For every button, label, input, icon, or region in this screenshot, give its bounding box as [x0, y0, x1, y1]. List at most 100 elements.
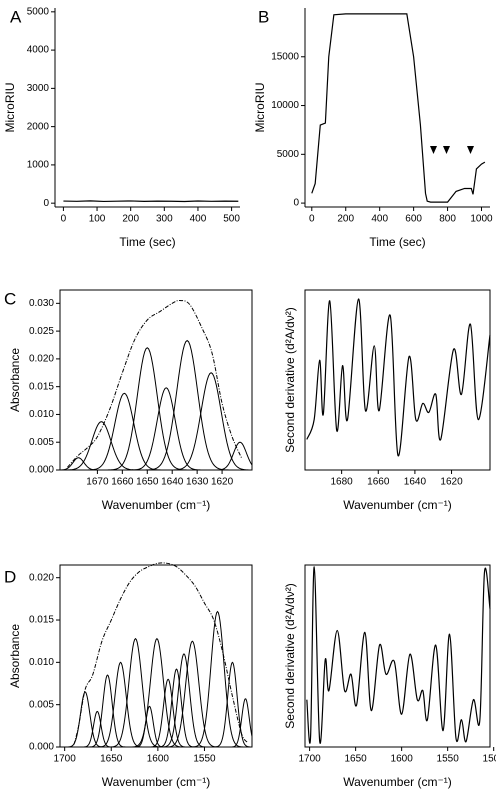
fit-component	[98, 661, 143, 748]
x-axis-label: Wavenumber (cm⁻¹)	[343, 775, 452, 789]
x-tick-label: 1640	[161, 477, 184, 488]
x-tick-label: 1500	[483, 754, 496, 765]
x-tick-label: 0	[61, 214, 67, 225]
fit-envelope	[73, 562, 249, 745]
x-tick-label: 200	[337, 214, 354, 225]
y-axis-label: MicroRIU	[3, 83, 17, 133]
fit-component	[166, 640, 219, 748]
y-tick-label: 0.000	[29, 742, 54, 753]
fit-component	[59, 457, 101, 471]
data-line	[306, 566, 491, 744]
fit-component	[191, 610, 244, 748]
x-tick-label: 800	[439, 214, 456, 225]
arrowhead	[430, 146, 437, 154]
y-tick-label: 0.005	[29, 437, 54, 448]
x-tick-label: 1000	[470, 214, 493, 225]
x-tick-label: 400	[190, 214, 207, 225]
x-tick-label: 1620	[440, 477, 463, 488]
y-axis-label: MicroRIU	[253, 83, 267, 133]
y-tick-label: 3000	[27, 83, 50, 94]
plot-frame	[304, 564, 491, 748]
fit-component	[171, 372, 252, 471]
x-tick-label: 1630	[186, 477, 209, 488]
y-tick-label: 5000	[277, 149, 300, 160]
x-tick-label: 500	[223, 214, 240, 225]
y-axis-label: Second derivative (d²A/dν²)	[283, 307, 297, 452]
fit-component	[107, 347, 188, 471]
y-tick-label: 10000	[271, 100, 299, 111]
y-tick-label: 0.015	[29, 615, 54, 626]
x-tick-label: 1660	[367, 477, 390, 488]
x-axis-label: Wavenumber (cm⁻¹)	[102, 775, 211, 789]
x-tick-label: 1640	[404, 477, 427, 488]
data-line	[311, 13, 486, 203]
y-axis-label: Second derivative (d²A/dν²)	[283, 583, 297, 728]
panel-label: C	[4, 289, 16, 308]
fit-component	[230, 698, 253, 748]
fit-component	[213, 661, 252, 748]
arrowhead	[443, 146, 450, 154]
y-tick-label: 0.000	[29, 465, 54, 476]
y-tick-label: 0.020	[29, 354, 54, 365]
arrowhead	[467, 146, 474, 154]
plot-frame	[59, 564, 253, 748]
y-tick-label: 0.025	[29, 326, 54, 337]
x-tick-label: 0	[309, 214, 315, 225]
x-axis-label: Time (sec)	[369, 235, 425, 249]
y-tick-label: 0.010	[29, 657, 54, 668]
fit-component	[214, 441, 253, 471]
panel-label: A	[10, 7, 22, 26]
y-tick-label: 0	[293, 198, 299, 209]
y-tick-label: 0.005	[29, 699, 54, 710]
x-tick-label: 1550	[437, 754, 460, 765]
x-tick-label: 1700	[298, 754, 321, 765]
x-axis-label: Wavenumber (cm⁻¹)	[102, 498, 211, 512]
x-tick-label: 1600	[391, 754, 414, 765]
x-tick-label: 600	[405, 214, 422, 225]
y-axis-label: Absorbance	[8, 348, 22, 412]
x-tick-label: 1600	[147, 754, 170, 765]
fit-component	[149, 678, 187, 748]
plot-frame	[304, 289, 491, 471]
y-tick-label: 4000	[27, 45, 50, 56]
x-axis-label: Time (sec)	[119, 235, 175, 249]
fit-component	[63, 421, 140, 471]
fit-component	[130, 637, 184, 748]
y-tick-label: 0.010	[29, 409, 54, 420]
y-tick-label: 0.015	[29, 381, 54, 392]
y-tick-label: 15000	[271, 51, 299, 62]
x-tick-label: 400	[371, 214, 388, 225]
data-line	[63, 200, 239, 203]
x-tick-label: 100	[89, 214, 106, 225]
y-tick-label: 1000	[27, 160, 50, 171]
x-tick-label: 300	[156, 214, 173, 225]
y-axis-label: Absorbance	[8, 624, 22, 688]
fit-component	[88, 674, 127, 748]
fit-component	[86, 392, 163, 471]
fit-envelope	[67, 300, 243, 468]
y-tick-label: 0	[43, 198, 49, 209]
fit-component	[145, 339, 230, 471]
fit-component	[66, 691, 104, 748]
x-tick-label: 1700	[54, 754, 77, 765]
x-tick-label: 1650	[100, 754, 123, 765]
x-tick-label: 1660	[111, 477, 134, 488]
y-tick-label: 0.030	[29, 298, 54, 309]
x-tick-label: 1650	[136, 477, 159, 488]
x-tick-label: 1670	[86, 477, 109, 488]
x-tick-label: 1650	[344, 754, 367, 765]
x-axis-label: Wavenumber (cm⁻¹)	[343, 498, 452, 512]
fit-component	[82, 710, 113, 748]
fit-component	[130, 387, 203, 471]
x-tick-label: 200	[122, 214, 139, 225]
x-tick-label: 1620	[211, 477, 234, 488]
fit-component	[157, 668, 196, 748]
panel-label: D	[4, 567, 16, 586]
y-tick-label: 2000	[27, 121, 50, 132]
y-tick-label: 5000	[27, 6, 50, 17]
panel-label: B	[258, 7, 269, 26]
x-tick-label: 1550	[193, 754, 216, 765]
plot-frame	[59, 289, 253, 471]
y-tick-label: 0.020	[29, 572, 54, 583]
